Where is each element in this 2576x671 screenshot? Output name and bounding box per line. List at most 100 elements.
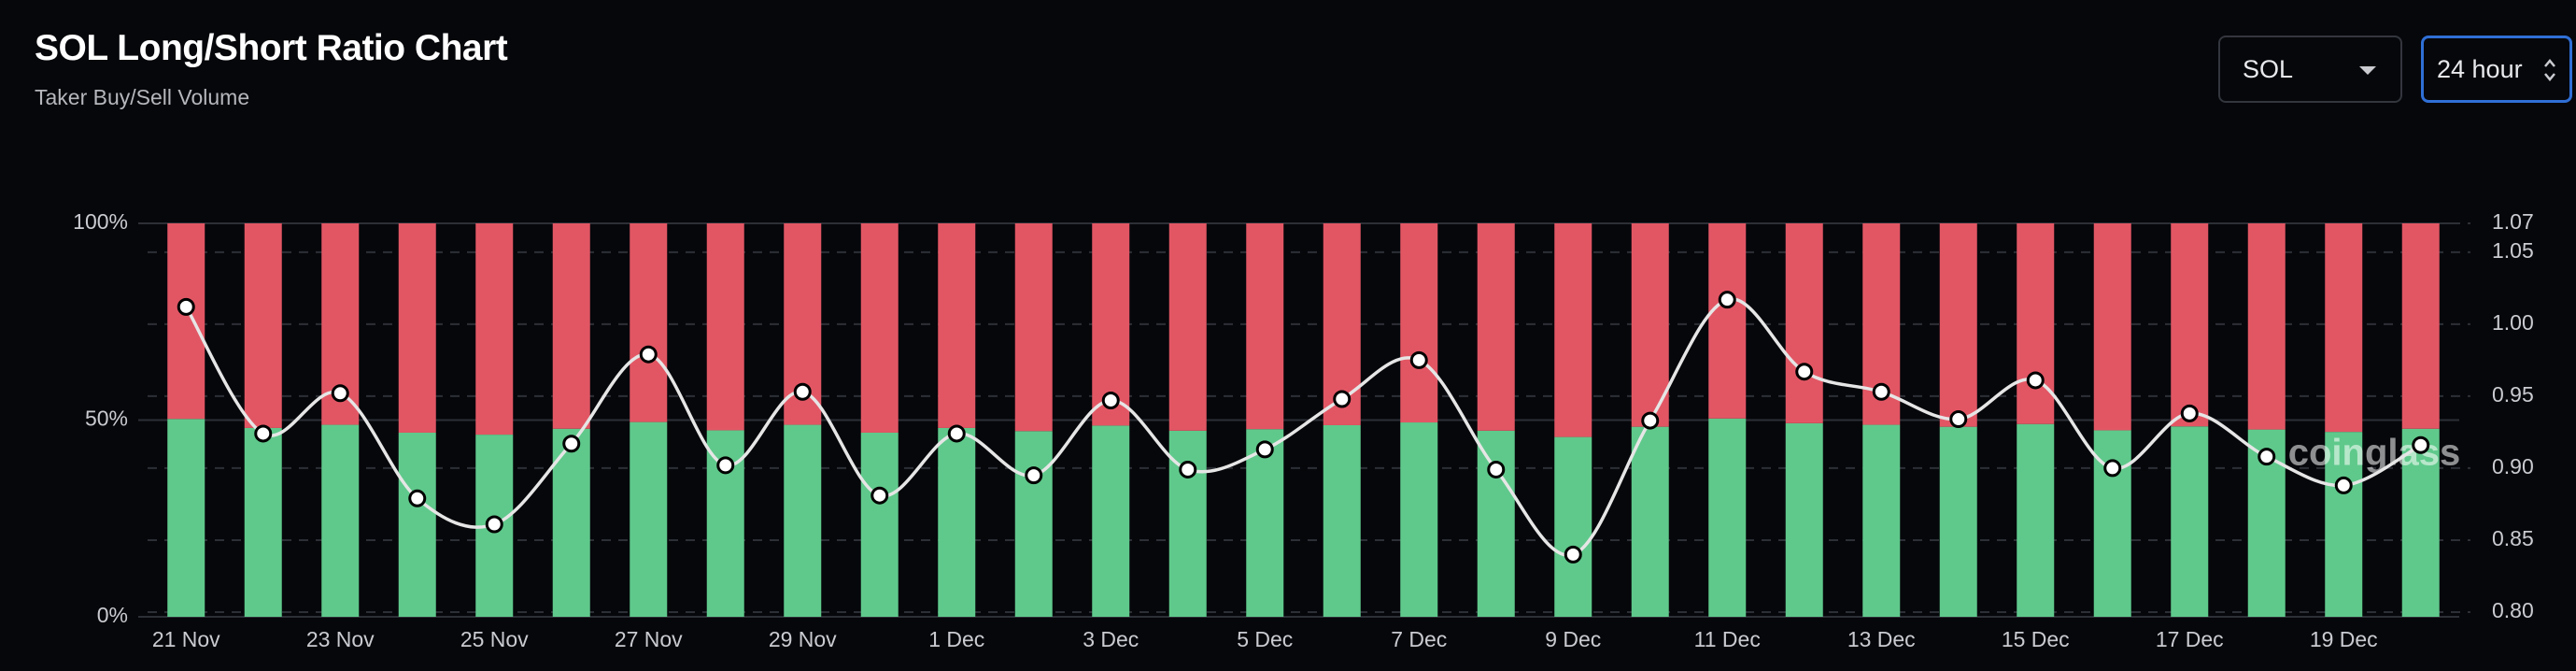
bar-segment — [1014, 431, 1053, 617]
ratio-point — [1641, 411, 1660, 430]
bar-segment — [398, 223, 436, 433]
bar-segment — [1246, 223, 1284, 430]
bar-segment — [1400, 422, 1438, 617]
y-tick-label: 0% — [97, 603, 128, 627]
bar-segment — [2017, 423, 2055, 617]
bar-segment — [1168, 430, 1207, 617]
ratio-point — [1255, 440, 1274, 459]
bar-segment — [398, 432, 436, 617]
x-tick-label: 1 Dec — [928, 627, 984, 651]
bar-segment — [938, 427, 976, 617]
interval-value: 24 hour — [2437, 54, 2523, 83]
bar-segment — [2093, 223, 2131, 431]
bar-segment — [784, 424, 822, 617]
y2-tick-label: 0.95 — [2492, 382, 2534, 407]
bar-segment — [2171, 223, 2209, 427]
ratio-point — [2334, 476, 2353, 494]
ratio-point — [177, 297, 195, 316]
y2-tick-label: 1.07 — [2492, 209, 2534, 234]
bar-segment — [1014, 223, 1053, 432]
ratio-point — [1795, 363, 1814, 381]
bar-segment — [630, 421, 668, 617]
bar-segment — [860, 432, 899, 617]
ratio-point — [639, 345, 658, 364]
bar-segment — [1785, 422, 1823, 617]
bar-segment — [552, 223, 590, 429]
ratio-point — [331, 384, 349, 403]
ratio-point — [2103, 459, 2122, 478]
bar-segment — [1708, 418, 1747, 617]
y-tick-label: 50% — [85, 407, 128, 431]
symbol-select[interactable]: SOL — [2218, 36, 2402, 103]
symbol-value: SOL — [2243, 54, 2294, 83]
ratio-point — [1872, 382, 1890, 401]
bar-segment — [630, 223, 668, 422]
bar-segment — [1708, 223, 1747, 419]
x-tick-label: 15 Dec — [2002, 627, 2070, 651]
x-tick-label: 11 Dec — [1694, 627, 1761, 651]
watermark: coinglass — [2288, 433, 2461, 474]
x-tick-label: 17 Dec — [2156, 627, 2224, 651]
x-tick-label: 7 Dec — [1391, 627, 1447, 651]
bar-segment — [706, 223, 744, 431]
ratio-point — [1025, 466, 1043, 485]
x-tick-label: 13 Dec — [1847, 627, 1916, 651]
y2-tick-label: 1.05 — [2492, 238, 2534, 263]
bar-segment — [1939, 426, 1977, 617]
bar-segment — [1862, 424, 1901, 617]
bar-segment — [2017, 223, 2055, 424]
bar-segment — [2401, 428, 2440, 617]
y2-tick-label: 1.00 — [2492, 310, 2534, 335]
x-tick-label: 3 Dec — [1083, 627, 1139, 651]
bar-segment — [1631, 426, 1669, 617]
bar-segment — [244, 223, 282, 428]
bar-segment — [860, 223, 899, 433]
ratio-point — [254, 424, 273, 443]
ratio-line — [184, 297, 2422, 557]
ratio-point — [485, 515, 503, 534]
y2-tick-label: 0.90 — [2492, 454, 2534, 478]
ratio-point — [2412, 435, 2430, 454]
bar-segment — [938, 223, 976, 428]
ratio-point — [2180, 404, 2199, 422]
bar-segment — [2171, 426, 2209, 617]
bar-segment — [167, 223, 205, 420]
x-tick-label: 23 Nov — [306, 627, 375, 651]
interval-select[interactable]: 24 hour — [2421, 36, 2572, 103]
ratio-point — [716, 456, 735, 475]
ratio-point — [870, 486, 889, 505]
bar-segment — [167, 419, 205, 617]
ratio-point — [1409, 350, 1428, 369]
dropdown-caret — [2359, 66, 2376, 75]
bar-segment — [1323, 424, 1361, 617]
subtitle: Taker Buy/Sell Volume — [35, 85, 250, 109]
title: SOL Long/Short Ratio Chart — [35, 28, 508, 68]
x-tick-label: 19 Dec — [2310, 627, 2378, 651]
bar-segment — [1631, 223, 1669, 427]
ratio-point — [2026, 371, 2045, 390]
bar-segment — [1246, 429, 1284, 617]
bar-segment — [2401, 223, 2440, 429]
ratio-point — [1101, 392, 1120, 410]
x-tick-label: 21 Nov — [152, 627, 220, 651]
bar-segment — [2325, 223, 2363, 433]
x-tick-label: 27 Nov — [615, 627, 683, 651]
ratio-point — [562, 435, 581, 453]
bar-segment — [1168, 223, 1207, 431]
bar-segment — [1554, 223, 1592, 437]
bar-segment — [2325, 432, 2363, 617]
ratio-point — [2258, 448, 2276, 466]
bar-segment — [1477, 430, 1515, 617]
bar-segment — [1400, 223, 1438, 423]
bar-segment — [321, 424, 360, 617]
ratio-point — [1487, 460, 1506, 478]
x-tick-label: 29 Nov — [769, 627, 837, 651]
x-tick-label: 9 Dec — [1545, 627, 1601, 651]
ratio-point — [1179, 460, 1197, 478]
ratio-point — [1949, 410, 1968, 429]
stepper-icon — [2544, 59, 2555, 81]
bar-segment — [1554, 436, 1592, 617]
y-tick-label: 100% — [73, 209, 128, 234]
